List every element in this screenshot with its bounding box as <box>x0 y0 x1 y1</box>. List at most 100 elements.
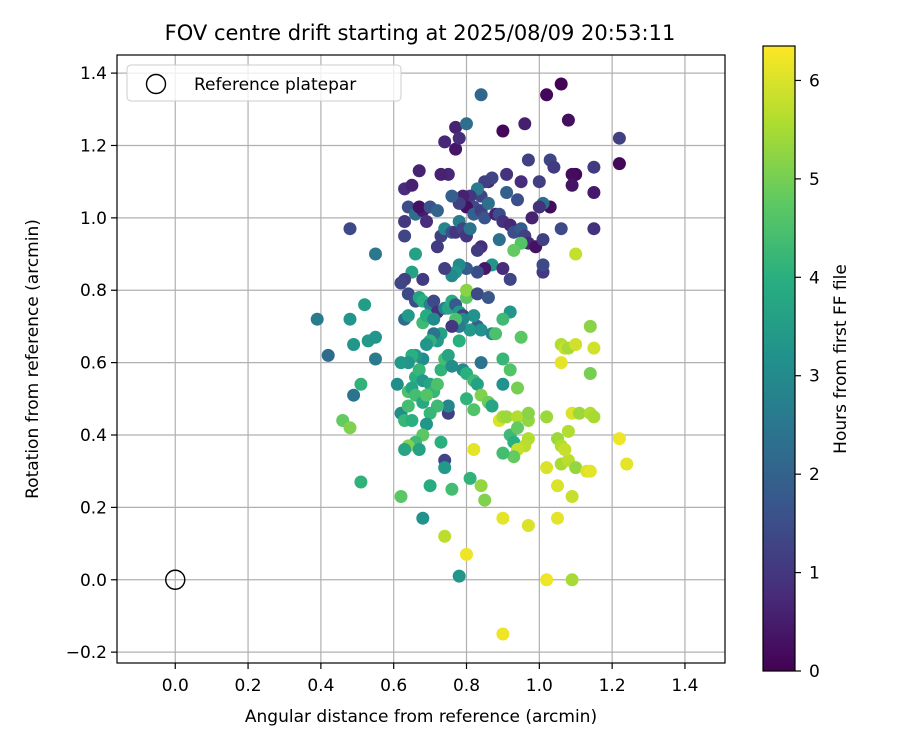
data-point <box>496 352 510 366</box>
data-point <box>503 363 517 377</box>
data-point <box>358 298 372 312</box>
y-tick-label: 0.8 <box>80 281 107 301</box>
data-point <box>525 211 539 225</box>
data-point <box>507 243 521 257</box>
colorbar-tick-label: 4 <box>809 268 820 288</box>
data-point <box>412 164 426 178</box>
data-point <box>569 247 583 261</box>
data-point <box>412 363 426 377</box>
y-tick-label: 1.2 <box>80 136 107 156</box>
y-tick-label: 0.0 <box>80 571 107 591</box>
data-point <box>569 338 583 351</box>
data-point <box>540 461 554 475</box>
colorbar-gradient <box>762 45 796 672</box>
data-point <box>496 124 510 138</box>
data-point <box>441 399 455 413</box>
data-point <box>354 475 368 489</box>
data-point <box>423 479 437 493</box>
data-point <box>583 464 597 478</box>
data-point <box>554 356 568 370</box>
y-axis-label: Rotation from reference (arcmin) <box>23 219 43 499</box>
data-point <box>416 272 430 286</box>
data-point <box>412 200 426 214</box>
data-point <box>445 319 459 333</box>
data-point <box>321 348 335 362</box>
x-tick-label: 1.0 <box>526 676 553 696</box>
data-point <box>394 276 408 290</box>
x-tick-label: 0.6 <box>380 676 407 696</box>
data-point <box>354 377 368 391</box>
data-point <box>547 160 561 174</box>
scatter-series <box>310 77 634 641</box>
data-point <box>551 479 564 493</box>
data-point <box>500 410 514 424</box>
data-point <box>474 479 488 493</box>
data-point <box>460 117 473 131</box>
data-point <box>496 377 510 391</box>
y-tick-label: 1.0 <box>80 209 107 229</box>
data-point <box>405 178 419 192</box>
data-point <box>438 262 452 275</box>
data-point <box>474 323 488 337</box>
data-point <box>460 392 473 406</box>
data-point <box>489 327 503 341</box>
data-point <box>467 309 481 323</box>
colorbar-tick-label: 1 <box>809 564 820 584</box>
data-point <box>583 319 597 333</box>
data-point <box>521 153 535 167</box>
data-point <box>511 193 524 207</box>
data-point <box>481 291 495 304</box>
data-point <box>438 461 452 475</box>
legend-marker-reference-platepar <box>145 73 167 95</box>
data-point <box>420 215 433 228</box>
data-point <box>587 410 601 424</box>
data-point <box>420 388 433 402</box>
data-point <box>369 247 382 261</box>
data-point <box>511 381 524 395</box>
data-point <box>430 204 444 218</box>
data-point <box>478 493 492 507</box>
data-point <box>427 312 441 326</box>
data-point <box>463 323 477 337</box>
data-point <box>511 421 524 435</box>
data-point <box>551 511 564 525</box>
data-point <box>430 240 444 254</box>
data-point <box>587 160 601 174</box>
data-point <box>572 406 586 420</box>
data-point <box>467 443 481 456</box>
data-point <box>620 457 634 471</box>
data-point <box>540 573 554 587</box>
data-point <box>536 233 550 247</box>
y-tick-label: −0.2 <box>66 643 107 663</box>
data-point <box>423 406 437 420</box>
data-point <box>554 77 568 91</box>
data-point <box>427 294 441 308</box>
y-tick-label: 1.4 <box>80 64 107 84</box>
y-tick-label: 0.4 <box>80 426 107 446</box>
reference-point <box>165 569 186 590</box>
data-point <box>492 233 506 247</box>
data-point <box>430 377 444 391</box>
legend-box <box>126 64 402 102</box>
colorbar-label: Hours from first FF file <box>831 264 851 454</box>
data-point <box>401 309 415 323</box>
data-point <box>532 200 546 214</box>
data-point <box>420 338 433 351</box>
data-point <box>434 167 448 181</box>
colorbar-tick-label: 5 <box>809 170 820 190</box>
data-point <box>390 377 404 391</box>
data-point <box>452 569 466 583</box>
data-point <box>438 135 452 149</box>
x-tick-label: 1.2 <box>599 676 626 696</box>
data-point <box>434 363 448 377</box>
data-point <box>507 450 521 464</box>
data-point <box>347 338 361 351</box>
data-point <box>470 243 484 257</box>
data-point <box>587 186 601 199</box>
data-point <box>438 529 452 543</box>
data-point <box>500 186 514 199</box>
data-point <box>452 334 466 348</box>
data-point <box>445 359 459 373</box>
data-point <box>532 175 546 189</box>
